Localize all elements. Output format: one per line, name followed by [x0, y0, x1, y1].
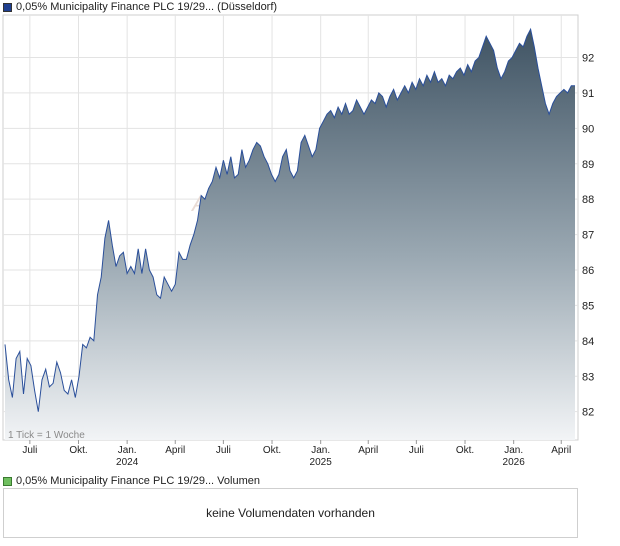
x-tick-label: Juli	[216, 445, 231, 456]
price-legend-label: 0,05% Municipality Finance PLC 19/29... …	[16, 1, 278, 13]
x-year-label: 2026	[503, 457, 526, 468]
x-tick-label: Jan.	[118, 445, 137, 456]
y-tick-label: 84	[582, 336, 594, 348]
y-tick-label: 83	[582, 371, 594, 383]
volume-panel: keine Volumendaten vorhanden	[3, 488, 578, 538]
y-tick-label: 85	[582, 300, 594, 312]
y-tick-label: 90	[582, 123, 594, 135]
volume-legend: 0,05% Municipality Finance PLC 19/29... …	[3, 474, 260, 488]
x-year-label: 2024	[116, 457, 139, 468]
y-tick-label: 87	[582, 230, 594, 242]
price-line	[4, 27, 575, 412]
y-tick-label: 92	[582, 53, 594, 65]
tick-interval-note: 1 Tick = 1 Woche	[8, 430, 85, 441]
volume-legend-label: 0,05% Municipality Finance PLC 19/29... …	[16, 475, 260, 487]
y-tick-label: 89	[582, 159, 594, 171]
x-tick-label: Jan.	[311, 445, 330, 456]
x-tick-label: April	[358, 445, 378, 456]
x-tick-label: Okt.	[456, 445, 474, 456]
x-tick-label: Okt.	[263, 445, 281, 456]
y-tick-label: 88	[582, 194, 594, 206]
price-legend-swatch	[3, 2, 12, 12]
y-tick-label: 91	[582, 88, 594, 100]
x-tick-label: Juli	[22, 445, 37, 456]
x-tick-label: Okt.	[69, 445, 87, 456]
x-year-label: 2025	[310, 457, 333, 468]
x-tick-label: Jan.	[504, 445, 523, 456]
y-tick-label: 82	[582, 407, 594, 419]
y-tick-label: 86	[582, 265, 594, 277]
x-tick-label: April	[165, 445, 185, 456]
x-tick-label: Juli	[409, 445, 424, 456]
x-tick-label: April	[551, 445, 571, 456]
volume-legend-swatch	[3, 476, 12, 486]
price-legend: 0,05% Municipality Finance PLC 19/29... …	[3, 0, 277, 14]
y-tick-labels: 82 83 84 85 86 87 88 89 90 91 92	[582, 53, 594, 419]
no-volume-message: keine Volumendaten vorhanden	[206, 506, 375, 520]
price-area	[5, 29, 575, 440]
